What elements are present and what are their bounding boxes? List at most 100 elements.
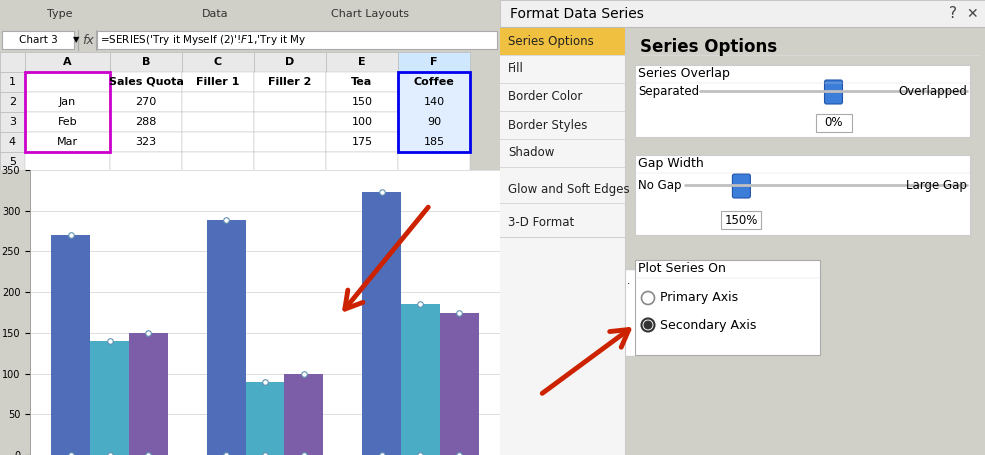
Text: Series Options: Series Options — [640, 38, 777, 56]
Text: Feb: Feb — [58, 117, 77, 127]
Text: Sales Quota: Sales Quota — [108, 77, 183, 87]
Bar — [439, 313, 479, 455]
Bar — [254, 132, 326, 152]
Text: Coffee: Coffee — [414, 77, 454, 87]
Bar — [25, 132, 110, 152]
Bar — [110, 72, 182, 92]
Bar — [110, 92, 182, 112]
Text: ?: ? — [949, 6, 957, 21]
Text: 270: 270 — [135, 97, 157, 107]
Text: Format Data Series: Format Data Series — [510, 7, 644, 21]
Bar — [182, 92, 254, 112]
Text: Secondary Axis: Secondary Axis — [660, 318, 756, 332]
Text: Border Styles: Border Styles — [508, 118, 587, 131]
Text: Gap Width: Gap Width — [638, 157, 703, 170]
Bar — [398, 72, 470, 152]
Bar — [398, 72, 470, 92]
FancyBboxPatch shape — [824, 80, 842, 104]
Bar — [25, 72, 110, 92]
Bar — [0, 92, 25, 112]
Text: Coffee: Coffee — [414, 77, 454, 87]
Text: Type: Type — [47, 9, 73, 19]
Bar — [721, 211, 761, 229]
Bar — [0, 152, 25, 172]
Text: ▼: ▼ — [73, 35, 79, 45]
Bar — [326, 132, 398, 152]
Bar — [182, 152, 254, 172]
Bar — [110, 112, 182, 132]
Text: Series Options: Series Options — [508, 35, 594, 47]
Bar — [245, 382, 285, 455]
Bar — [207, 221, 245, 455]
Text: No Gap: No Gap — [638, 178, 682, 192]
Text: 150%: 150% — [725, 213, 758, 227]
Bar — [398, 92, 470, 112]
Text: Glow and Soft Edges: Glow and Soft Edges — [508, 182, 629, 196]
Text: 3-D Format: 3-D Format — [508, 217, 574, 229]
Text: 140: 140 — [424, 97, 444, 107]
Bar — [254, 52, 326, 72]
Text: 90: 90 — [427, 117, 441, 127]
Text: 4: 4 — [9, 137, 16, 147]
Bar — [25, 112, 110, 132]
Text: 323: 323 — [135, 137, 157, 147]
Bar — [0, 72, 25, 92]
Text: 1: 1 — [9, 77, 16, 87]
Text: Shadow: Shadow — [508, 147, 555, 160]
Bar — [635, 260, 820, 355]
Text: 3: 3 — [9, 117, 16, 127]
Text: Mar: Mar — [57, 137, 78, 147]
Text: Filler 2: Filler 2 — [268, 77, 311, 87]
Bar — [326, 52, 398, 72]
Text: 185: 185 — [424, 137, 444, 147]
Text: B: B — [142, 57, 150, 67]
Bar — [816, 114, 851, 132]
Text: Plot Series On: Plot Series On — [638, 262, 726, 274]
Text: Primary Axis: Primary Axis — [660, 292, 738, 304]
Bar — [500, 27, 625, 455]
Bar — [110, 132, 182, 152]
Text: Overlapped: Overlapped — [898, 85, 967, 97]
Bar — [182, 112, 254, 132]
Text: D: D — [286, 57, 295, 67]
Text: Large Gap: Large Gap — [906, 178, 967, 192]
Bar — [182, 52, 254, 72]
Bar — [0, 112, 25, 132]
Text: 175: 175 — [352, 137, 372, 147]
Bar — [398, 112, 470, 132]
Text: Separated: Separated — [638, 85, 699, 97]
Bar — [254, 72, 326, 92]
Text: 288: 288 — [135, 117, 157, 127]
Bar — [285, 374, 323, 455]
Bar — [635, 155, 970, 235]
Text: Data: Data — [202, 9, 229, 19]
Text: F: F — [430, 57, 437, 67]
Bar — [254, 92, 326, 112]
Text: Series Overlap: Series Overlap — [638, 66, 730, 80]
Text: Filler 1: Filler 1 — [196, 77, 239, 87]
Bar — [326, 152, 398, 172]
Bar — [25, 52, 110, 72]
Bar — [500, 0, 985, 27]
Text: Tea: Tea — [352, 77, 372, 87]
Text: 90: 90 — [427, 117, 441, 127]
Text: Chart 3: Chart 3 — [19, 35, 57, 45]
Bar — [25, 72, 110, 152]
Circle shape — [644, 321, 652, 329]
Text: E: E — [359, 57, 365, 67]
Text: 5: 5 — [9, 157, 16, 167]
Text: 185: 185 — [424, 137, 444, 147]
Text: 150: 150 — [352, 97, 372, 107]
Bar — [254, 112, 326, 132]
Legend: Sales Quo..., Filler 1, Filler 2, Tea, Coffee: Sales Quo..., Filler 1, Filler 2, Tea, C… — [543, 269, 636, 356]
Text: Fill: Fill — [508, 62, 524, 76]
Bar — [129, 333, 167, 455]
Bar — [398, 152, 470, 172]
Bar — [0, 132, 25, 152]
Text: fx: fx — [82, 34, 94, 46]
Bar — [182, 132, 254, 152]
Text: 100: 100 — [352, 117, 372, 127]
Text: Border Color: Border Color — [508, 91, 582, 103]
Bar — [398, 132, 470, 152]
Text: ✕: ✕ — [966, 7, 978, 21]
